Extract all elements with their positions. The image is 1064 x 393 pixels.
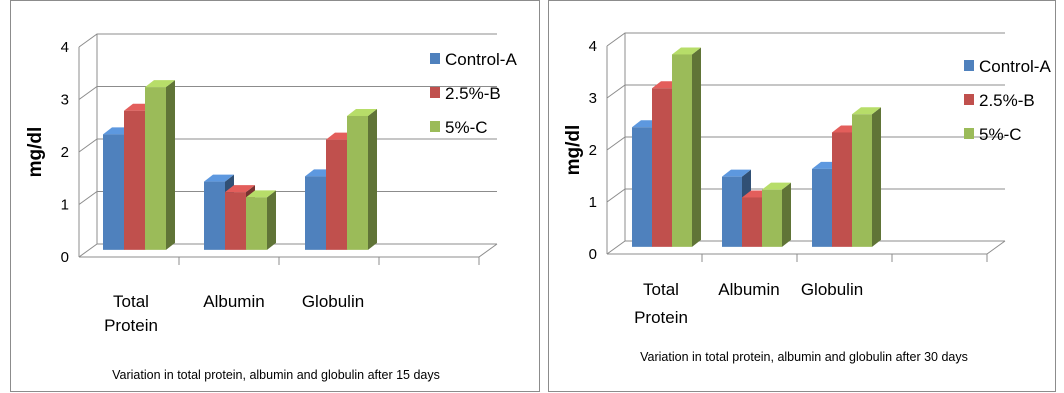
- legend-label: 5%-C: [979, 125, 1022, 144]
- bar-front: [246, 197, 267, 250]
- legend-swatch: [964, 128, 974, 139]
- chart-15-days: 0 1 2 3 4 mg/dl Total Protein Albumin Globulin Con…: [25, 33, 517, 382]
- bar-top: [672, 47, 701, 55]
- legend-swatch: [964, 94, 974, 105]
- bar-front: [762, 189, 782, 247]
- bar: [347, 108, 377, 250]
- bar-top: [204, 174, 234, 182]
- bar: [672, 47, 701, 247]
- bar-front: [742, 197, 762, 247]
- bar-front: [812, 168, 832, 247]
- y-axis-label: mg/dl: [563, 125, 584, 176]
- chart-caption: Variation in total protein, albumin and …: [112, 368, 440, 382]
- chart-panel-30-days: 0 1 2 3 4 mg/dl Total Protein Albumin Globulin Con…: [548, 0, 1056, 392]
- floor-side-edge: [986, 240, 1006, 255]
- y-tick-label: 1: [589, 194, 597, 211]
- legend-label: Control-A: [445, 50, 517, 69]
- legend-label: Control-A: [979, 57, 1051, 76]
- bar-front: [852, 114, 872, 247]
- bar-top: [246, 190, 276, 198]
- category-label: Globulin: [801, 280, 863, 299]
- bar-front: [204, 181, 225, 250]
- bar-front: [225, 192, 246, 250]
- legend-label: 2.5%-B: [445, 84, 501, 103]
- y-tick-label: 2: [589, 142, 597, 159]
- chart-caption: Variation in total protein, albumin and …: [640, 350, 968, 364]
- bar-front: [722, 176, 742, 247]
- bar-front: [652, 88, 672, 247]
- bar-top: [145, 80, 175, 88]
- y-axis-label: mg/dl: [25, 127, 46, 178]
- category-label: Albumin: [203, 292, 264, 311]
- bar-front: [326, 139, 347, 250]
- gridline: [606, 32, 1005, 47]
- y-tick-label: 3: [589, 90, 597, 107]
- y-tick-label: 0: [589, 246, 597, 263]
- chart-30-days: 0 1 2 3 4 mg/dl Total Protein Albumin Globulin Con…: [563, 32, 1051, 364]
- bar-front: [305, 176, 326, 250]
- legend-label: 2.5%-B: [979, 91, 1035, 110]
- bar-top: [852, 107, 881, 115]
- category-label: Albumin: [718, 280, 779, 299]
- y-tick-label: 4: [589, 38, 597, 55]
- bar-front: [632, 127, 652, 247]
- bar-front: [347, 115, 368, 250]
- bar: [762, 182, 791, 247]
- bar-front: [832, 132, 852, 247]
- bar-front: [145, 87, 166, 250]
- bar-top: [225, 185, 255, 193]
- bar-side: [782, 182, 791, 247]
- y-tick-label: 3: [61, 92, 69, 109]
- bar-front: [672, 54, 692, 247]
- bar-side: [368, 108, 377, 250]
- category-label: Protein: [104, 316, 158, 335]
- bar-side: [166, 80, 175, 250]
- y-tick-label: 0: [61, 249, 69, 266]
- bar-top: [347, 108, 377, 116]
- bar: [246, 190, 276, 250]
- gridline: [78, 33, 497, 48]
- bar-front: [103, 134, 124, 250]
- bar-side: [872, 107, 881, 247]
- floor-side-edge: [478, 243, 498, 258]
- y-tick-label: 2: [61, 144, 69, 161]
- bar-side: [692, 47, 701, 247]
- bar-top: [762, 182, 791, 190]
- bar-top: [722, 169, 751, 177]
- legend-label: 5%-C: [445, 118, 488, 137]
- bar: [145, 80, 175, 250]
- bar-side: [267, 190, 276, 250]
- y-tick-label: 4: [61, 39, 69, 56]
- bar: [852, 107, 881, 247]
- chart-panel-15-days: 0 1 2 3 4 mg/dl Total Protein Albumin Globulin Con…: [10, 0, 540, 392]
- category-label: Protein: [634, 308, 688, 327]
- legend-swatch: [430, 87, 440, 98]
- category-label: Total: [113, 292, 149, 311]
- y-tick-label: 1: [61, 197, 69, 214]
- legend-swatch: [430, 121, 440, 132]
- category-label: Total: [643, 280, 679, 299]
- category-label: Globulin: [302, 292, 364, 311]
- legend-swatch: [430, 53, 440, 64]
- bar-front: [124, 110, 145, 250]
- legend-swatch: [964, 60, 974, 71]
